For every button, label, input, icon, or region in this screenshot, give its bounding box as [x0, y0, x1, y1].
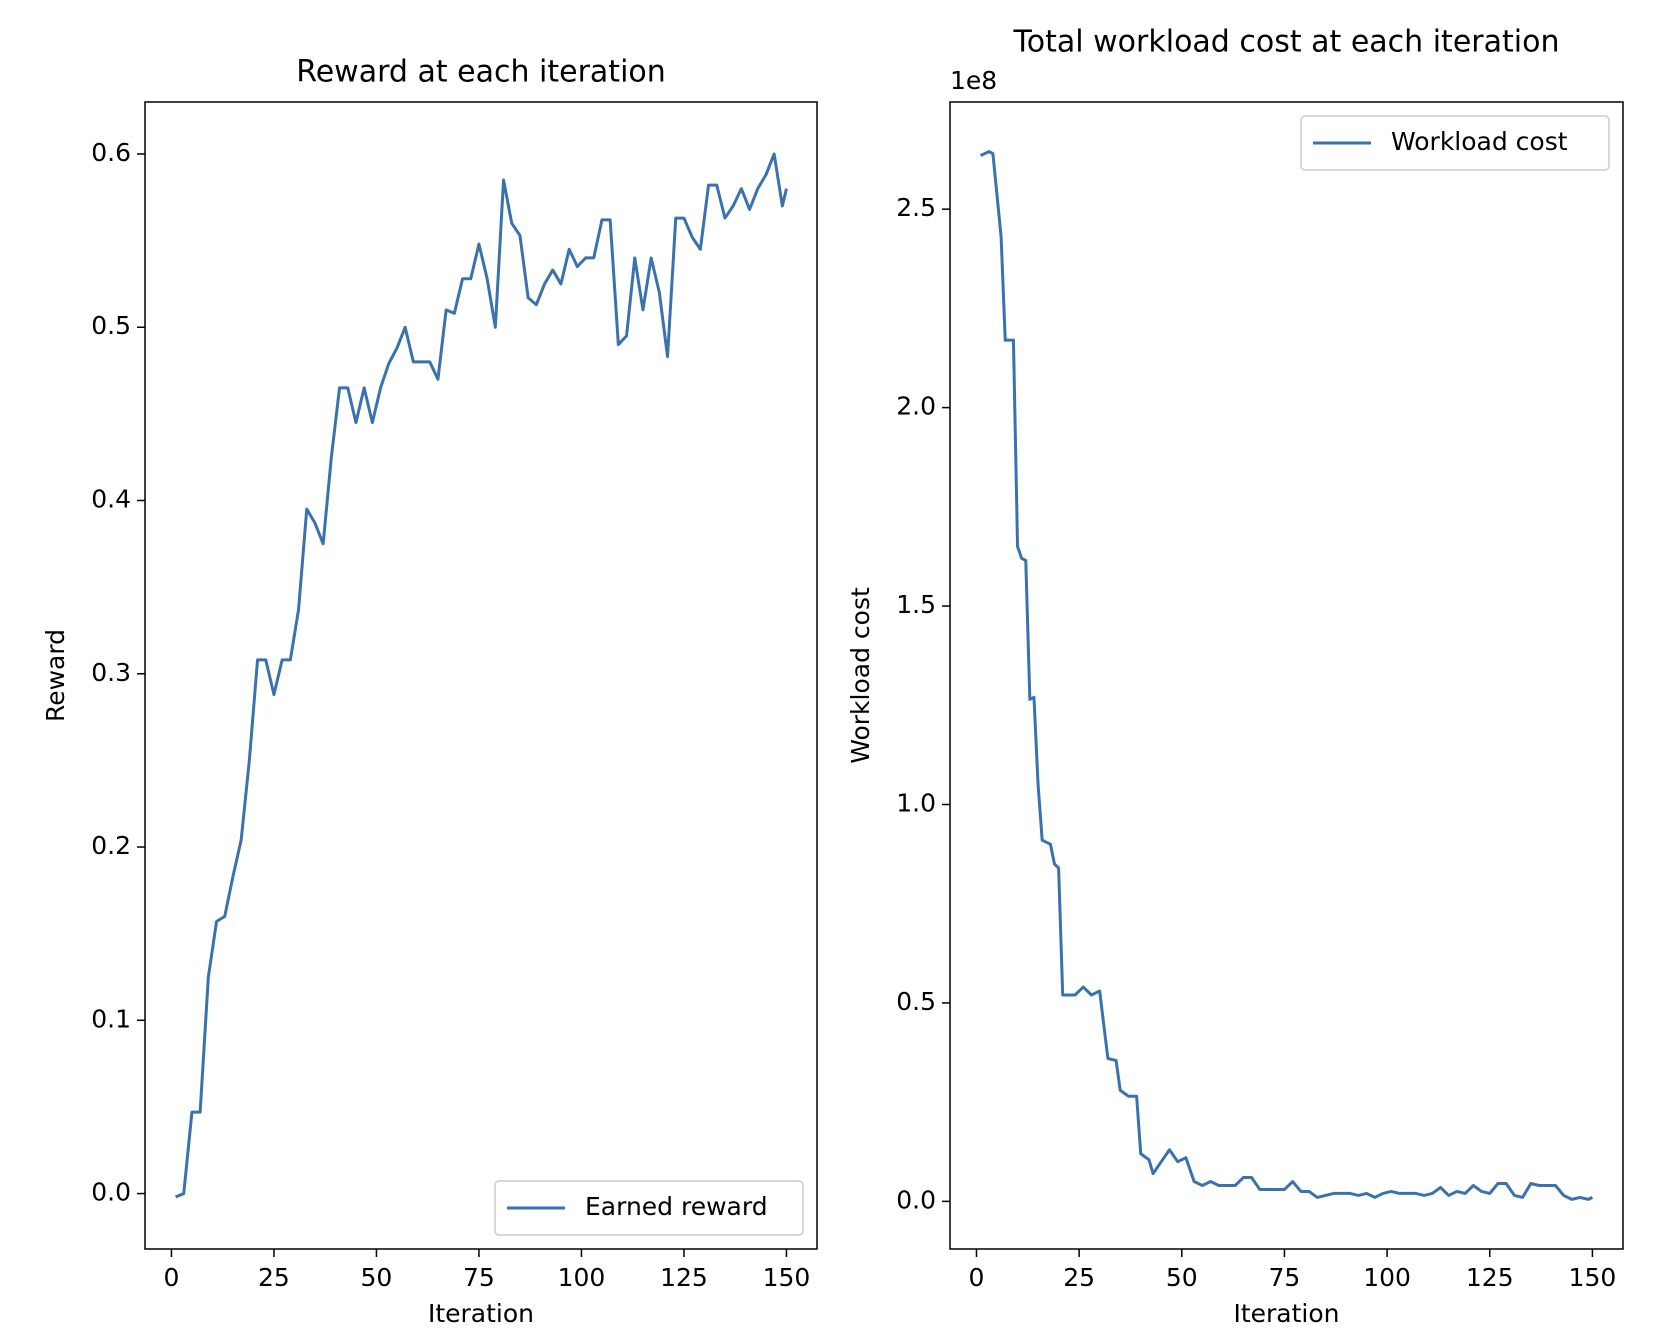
chart-title: Total workload cost at each iteration: [1013, 25, 1560, 60]
x-tick-label: 75: [1269, 1263, 1301, 1292]
x-tick-label: 50: [361, 1263, 393, 1292]
legend-label: Earned reward: [585, 1192, 768, 1221]
x-axis-label: Iteration: [428, 1299, 534, 1328]
y-axis-label: Reward: [41, 629, 70, 722]
chart-title: Reward at each iteration: [296, 55, 666, 90]
y-tick-label: 0.0: [896, 1185, 936, 1214]
y-tick-label: 2.0: [896, 392, 936, 421]
y-tick-label: 0.2: [91, 831, 131, 860]
x-tick-label: 75: [463, 1263, 495, 1292]
legend-box: [494, 1180, 804, 1236]
y-tick-label: 0.0: [91, 1178, 131, 1207]
y-tick-label: 0.3: [91, 658, 131, 687]
x-axis-label: Iteration: [1233, 1299, 1339, 1328]
x-tick-label: 25: [258, 1263, 290, 1292]
legend: Earned reward: [494, 1180, 804, 1236]
y-tick-label: 0.1: [91, 1004, 131, 1033]
legend: Workload cost: [1300, 115, 1610, 171]
y-tick-label: 0.5: [91, 311, 131, 340]
plot-area: [144, 101, 818, 1250]
y-tick-label: 0.5: [896, 987, 936, 1016]
x-tick-label: 0: [969, 1263, 985, 1292]
y-tick-label: 1.0: [896, 788, 936, 817]
y-tick-label: 1.5: [896, 590, 936, 619]
y-offset-label: 1e8: [950, 66, 997, 95]
legend-label: Workload cost: [1391, 127, 1568, 156]
x-tick-label: 0: [163, 1263, 179, 1292]
legend-box: [1300, 115, 1610, 171]
x-tick-label: 125: [660, 1263, 708, 1292]
line-series: [979, 150, 1594, 1201]
x-tick-label: 150: [1569, 1263, 1617, 1292]
y-tick-label: 2.5: [896, 193, 936, 222]
line-series: [174, 152, 788, 1199]
y-tick-label: 0.6: [91, 138, 131, 167]
y-axis-label: Workload cost: [846, 587, 875, 764]
x-tick-label: 50: [1166, 1263, 1198, 1292]
x-tick-label: 25: [1063, 1263, 1095, 1292]
x-tick-label: 100: [558, 1263, 606, 1292]
x-tick-label: 150: [763, 1263, 811, 1292]
x-tick-label: 125: [1466, 1263, 1514, 1292]
y-tick-label: 0.4: [91, 485, 131, 514]
x-tick-label: 100: [1363, 1263, 1411, 1292]
plot-area: [949, 101, 1624, 1250]
